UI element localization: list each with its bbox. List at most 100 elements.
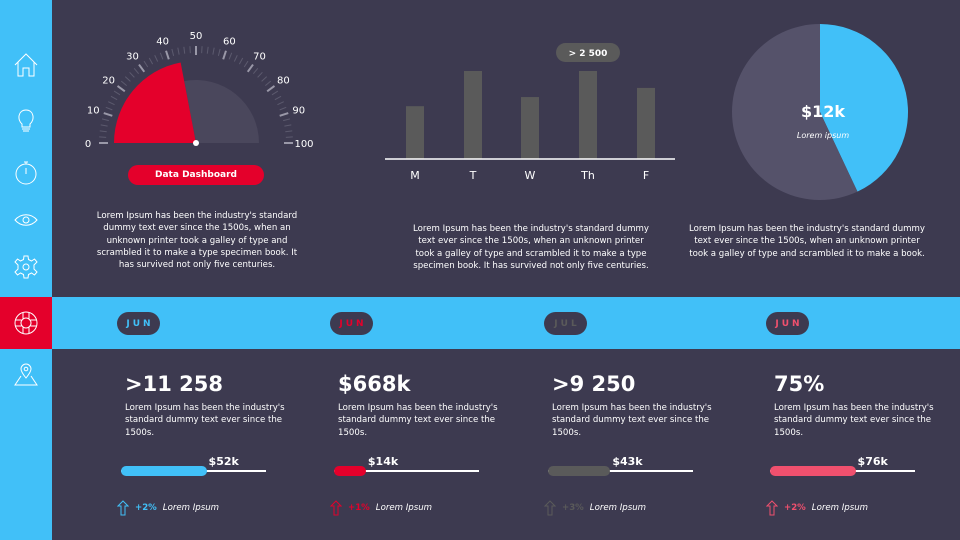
change-label: Lorem Ipsum — [375, 503, 433, 513]
gauge-tick — [113, 90, 121, 96]
gauge-tick — [99, 130, 107, 133]
gauge-tick — [277, 101, 284, 106]
bar-label: F — [643, 169, 649, 182]
gauge-tick-label: 60 — [223, 36, 236, 47]
gauge-tick — [120, 80, 127, 87]
month-pill[interactable]: JUN — [117, 312, 160, 335]
change-label: Lorem Ipsum — [162, 503, 220, 513]
gauge-tick — [108, 101, 115, 106]
sidebar — [0, 0, 52, 540]
bar-description: Lorem Ipsum has been the industry's stan… — [413, 224, 649, 271]
gauge-tick — [124, 76, 131, 82]
change-percent: +1% — [348, 503, 370, 513]
gauge-chart: 0 10 20 30 40 50 60 70 80 90 100 — [85, 31, 314, 150]
change-label: Lorem Ipsum — [811, 503, 869, 513]
sidebar-item-view[interactable] — [0, 194, 52, 246]
gauge-tick-label: 10 — [87, 106, 100, 117]
month-band — [52, 297, 960, 349]
progress-fill — [121, 466, 207, 476]
pie-slice — [732, 24, 858, 200]
sidebar-item-ideas[interactable] — [0, 94, 52, 146]
home-icon — [14, 53, 38, 77]
sidebar-item-home[interactable] — [0, 39, 52, 91]
gauge-tick — [238, 57, 244, 65]
gauge-tick — [271, 90, 279, 96]
pie-value-label: $12k — [801, 102, 845, 121]
gauge-tick — [222, 50, 227, 60]
gauge-tick-label: 20 — [102, 76, 115, 87]
gauge-tick — [105, 106, 113, 111]
gauge-tick — [285, 130, 293, 133]
gauge-tick — [138, 63, 146, 73]
gauge-tick — [279, 112, 289, 117]
gauge-tick — [233, 55, 238, 62]
sidebar-item-support[interactable] — [0, 297, 52, 349]
gauge-tick-label: 50 — [190, 31, 203, 42]
bar-M — [406, 106, 424, 159]
data-dashboard-button[interactable]: Data Dashboard — [128, 165, 264, 185]
gauge-tick — [243, 60, 249, 68]
gauge-tick — [283, 118, 291, 122]
gauge-tick — [103, 112, 113, 117]
gauge-tick — [183, 46, 186, 54]
gauge-tick-label: 40 — [156, 36, 169, 47]
card-description: Lorem Ipsum has been the industry's stan… — [125, 403, 285, 438]
gauge-tick — [212, 47, 215, 55]
card-value: >11 258 — [125, 372, 223, 396]
bar-label: Th — [580, 169, 595, 182]
gauge-tick — [159, 52, 164, 60]
gauge-tick — [171, 48, 175, 56]
bar-T — [464, 71, 482, 159]
arrow-up-icon — [766, 500, 778, 516]
gauge-tick — [274, 95, 282, 101]
gauge-tick — [133, 67, 140, 74]
lifebuoy-icon — [14, 311, 38, 335]
gauge-tick — [261, 76, 268, 82]
stopwatch-icon — [15, 161, 37, 185]
progress-label: $43k — [612, 455, 643, 468]
gauge-tick — [165, 50, 170, 60]
gauge-tick — [228, 52, 233, 60]
gauge-tick — [266, 85, 276, 93]
gauge-tick — [116, 85, 126, 93]
sidebar-item-location[interactable] — [0, 349, 52, 401]
gauge-tick — [143, 60, 149, 68]
gauge-tick — [257, 71, 263, 78]
gauge-tick-label: 100 — [294, 139, 313, 150]
gauge-tick — [217, 48, 221, 56]
change-percent: +2% — [135, 503, 157, 513]
month-pill[interactable]: JUN — [766, 312, 809, 335]
card-change: +3% Lorem Ipsum — [544, 500, 646, 516]
gauge-track — [184, 80, 259, 143]
month-pill[interactable]: JUL — [544, 312, 587, 335]
progress-track — [548, 470, 693, 472]
bar-chart: M T W Th F > 2 500 — [385, 43, 675, 182]
gauge-tick — [246, 63, 254, 73]
month-pill[interactable]: JUN — [330, 312, 373, 335]
gauge-tick-label: 70 — [253, 52, 266, 63]
arrow-up-icon — [117, 500, 129, 516]
gauge-tick — [177, 47, 180, 55]
card-value: $668k — [338, 372, 411, 396]
gauge-tick-label: 30 — [126, 52, 139, 63]
gauge-value-arc — [114, 62, 196, 143]
card-description: Lorem Ipsum has been the industry's stan… — [552, 403, 712, 438]
gauge-tick — [129, 71, 135, 78]
sidebar-item-settings[interactable] — [0, 241, 52, 293]
change-label: Lorem Ipsum — [589, 503, 647, 513]
eye-icon — [14, 214, 38, 226]
progress-label: $52k — [208, 455, 239, 468]
progress-fill — [334, 466, 366, 476]
sidebar-item-timer[interactable] — [0, 146, 52, 198]
lightbulb-icon — [18, 109, 34, 132]
gauge-tick-label: 80 — [277, 76, 290, 87]
change-percent: +3% — [562, 503, 584, 513]
progress-fill — [548, 466, 611, 476]
gauge-tick — [110, 95, 118, 101]
arrow-up-icon — [330, 500, 342, 516]
progress-label: $14k — [367, 455, 399, 468]
card-change: +2% Lorem Ipsum — [766, 500, 868, 516]
change-percent: +2% — [784, 503, 806, 513]
pie-sublabel: Lorem ipsum — [797, 131, 849, 140]
map-pin-icon — [14, 363, 38, 386]
